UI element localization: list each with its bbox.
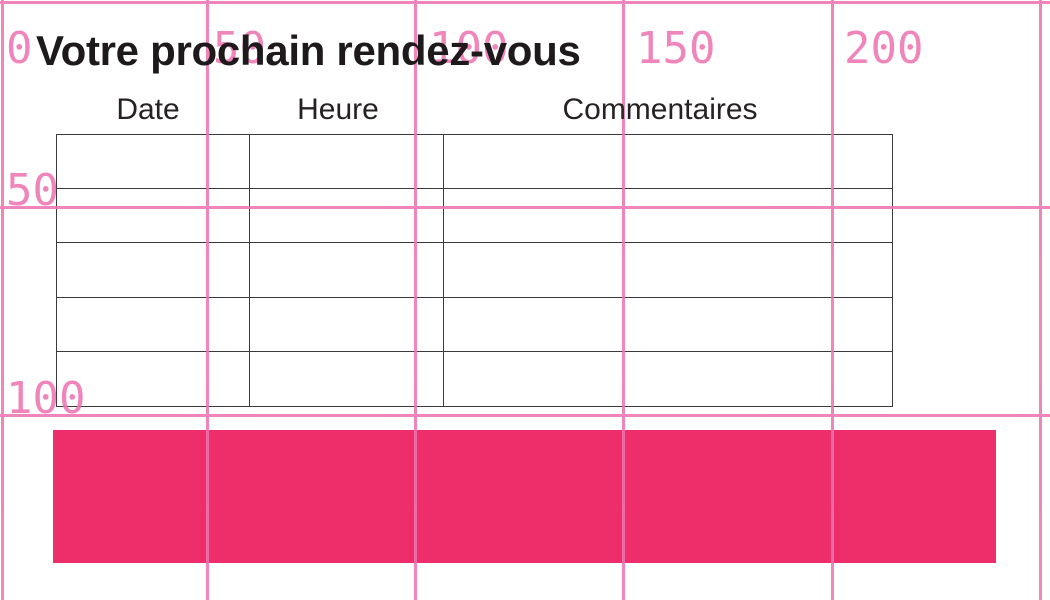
table-cell (57, 297, 250, 352)
grid-line-vertical (1038, 0, 1042, 600)
ruler-label-top-100: 100 (429, 23, 509, 74)
magenta-footer-bar (53, 430, 996, 563)
table-cell (249, 297, 444, 352)
table-cell (249, 135, 444, 190)
grid-line-vertical (205, 0, 209, 600)
table-cell (249, 243, 444, 298)
table-cell (443, 243, 892, 298)
grid-line-horizontal (0, 205, 1050, 209)
ruler-label-top-50: 50 (213, 23, 266, 74)
grid-line-vertical (830, 0, 834, 600)
page-title: Votre prochain rendez-vous (36, 27, 581, 74)
table-cell (57, 135, 250, 190)
grid-line-vertical (621, 0, 625, 600)
ruler-label-top-150: 150 (636, 23, 716, 74)
grid-line-vertical (413, 0, 417, 600)
grid-line-horizontal (0, 0, 1050, 4)
column-header-commentaires: Commentaires (562, 93, 758, 126)
ruler-label-origin: 0 (6, 23, 33, 74)
ruler-label-top-200: 200 (844, 23, 924, 74)
table-cell (443, 135, 892, 190)
table-cell (57, 351, 250, 406)
grid-line-horizontal (0, 413, 1050, 417)
appointments-table (56, 134, 893, 407)
ruler-label-left-100: 100 (6, 373, 86, 424)
table-cell (57, 189, 250, 244)
table-cell (250, 351, 444, 406)
table-cell (57, 243, 250, 298)
table-cell (443, 189, 892, 244)
column-header-heure: Heure (297, 93, 379, 126)
column-header-date: Date (116, 93, 180, 126)
grid-line-vertical (0, 0, 4, 600)
table-cell (249, 189, 444, 244)
table-cell (443, 298, 892, 352)
ruler-label-left-50: 50 (6, 165, 59, 216)
